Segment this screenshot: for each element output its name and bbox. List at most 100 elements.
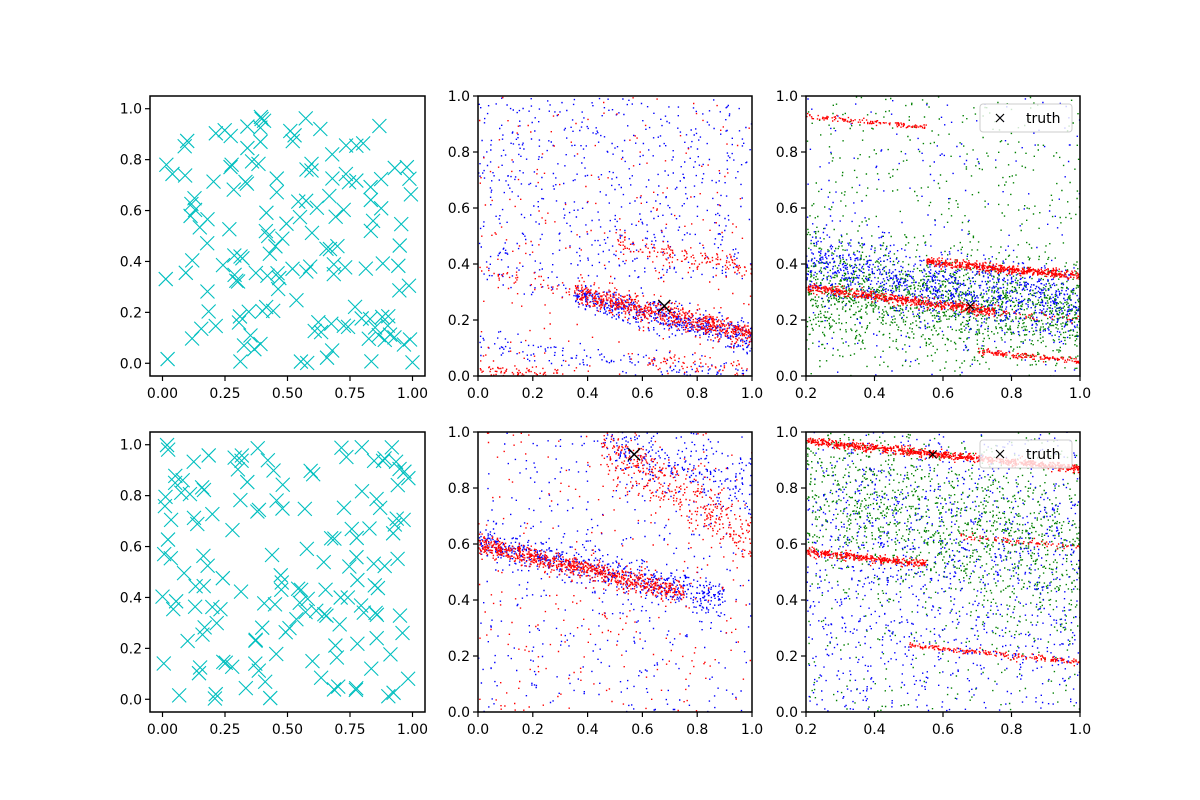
y-tick-label: 1.0 xyxy=(776,89,798,105)
y-tick-label: 0.0 xyxy=(448,369,470,385)
sample-point xyxy=(260,268,275,284)
y-tick-label: 1.0 xyxy=(776,425,798,441)
sample-point xyxy=(402,332,418,347)
sample-point xyxy=(362,311,378,327)
sample-point xyxy=(165,601,181,617)
sample-point xyxy=(240,140,255,156)
sample-point xyxy=(265,303,281,319)
series-blue-points xyxy=(806,98,1080,376)
sample-point xyxy=(305,466,321,482)
sample-point xyxy=(313,670,329,686)
sample-point xyxy=(348,682,364,698)
sample-point xyxy=(192,660,208,675)
sample-point xyxy=(354,439,370,455)
sample-point xyxy=(321,188,337,204)
sample-point xyxy=(233,354,248,369)
sample-point xyxy=(215,654,231,670)
sample-point xyxy=(248,633,263,649)
sample-point xyxy=(204,506,220,522)
x-tick-label: 0.6 xyxy=(631,386,653,402)
legend: truth xyxy=(979,439,1073,469)
sample-point xyxy=(401,470,416,486)
sample-point xyxy=(171,688,187,703)
x-tick-label: 0.4 xyxy=(863,722,885,738)
sample-point xyxy=(336,500,352,516)
y-tick-label: 0.8 xyxy=(776,145,798,161)
y-tick-label: 0.4 xyxy=(448,257,470,273)
sample-point xyxy=(336,202,352,218)
sample-point xyxy=(401,278,417,294)
sample-point xyxy=(278,624,294,640)
sample-point xyxy=(194,479,210,495)
sample-point xyxy=(270,265,285,281)
sample-point xyxy=(289,611,304,627)
sample-point xyxy=(285,261,300,277)
sample-point xyxy=(155,589,170,604)
sample-point xyxy=(196,548,211,564)
sample-point xyxy=(239,176,255,192)
y-tick-label: 0.6 xyxy=(448,201,470,217)
truth-marker xyxy=(928,449,938,459)
sample-point xyxy=(392,608,408,624)
sample-point xyxy=(199,235,215,251)
y-tick-label: 0.2 xyxy=(448,313,470,329)
sample-point xyxy=(285,133,301,149)
sample-point xyxy=(196,578,212,594)
sample-point xyxy=(250,440,266,456)
x-tick-label: 0.2 xyxy=(522,386,544,402)
sample-point xyxy=(303,463,319,479)
sample-point xyxy=(392,238,408,253)
x-tick-label: 0.50 xyxy=(272,386,303,402)
sample-point xyxy=(274,231,290,246)
sample-point xyxy=(160,442,176,458)
sample-point xyxy=(405,354,420,370)
y-tick-label: 1.0 xyxy=(448,89,470,105)
sample-point xyxy=(223,159,238,175)
sample-point xyxy=(356,605,372,620)
y-tick-label: 0.0 xyxy=(120,356,142,372)
sample-point xyxy=(332,616,348,632)
sample-point xyxy=(305,653,320,669)
sample-point xyxy=(396,337,412,352)
sample-point xyxy=(262,246,278,262)
sample-point xyxy=(240,119,255,134)
sample-point xyxy=(259,205,274,221)
plot-area xyxy=(155,437,416,706)
sample-point xyxy=(243,328,258,343)
sample-point xyxy=(380,688,396,704)
sample-point xyxy=(338,138,354,153)
sample-point xyxy=(328,209,344,225)
sample-point xyxy=(333,590,349,605)
sample-point xyxy=(250,504,265,519)
sample-point xyxy=(292,595,308,611)
sample-point xyxy=(188,578,203,594)
panel-row2-col2: 0.0 0.2 0.4 0.6 0.8 1.0 0.0 0.2 0.4 0.6 0.8 1.0 xyxy=(448,425,763,738)
sample-point xyxy=(184,253,200,268)
sample-point xyxy=(293,582,309,598)
sample-point xyxy=(260,452,276,468)
x-tick-label: 0.75 xyxy=(334,722,365,738)
x-tick-label: 0.00 xyxy=(147,386,178,402)
truth-marker xyxy=(657,299,671,313)
sample-point xyxy=(388,454,404,470)
sample-point xyxy=(362,521,377,536)
sample-point xyxy=(390,258,406,274)
sample-point xyxy=(363,661,379,676)
sample-point xyxy=(227,267,242,283)
legend-label: truth xyxy=(1026,447,1060,463)
sample-point xyxy=(340,319,356,335)
sample-point xyxy=(377,558,393,574)
sample-point xyxy=(387,517,403,532)
sample-point xyxy=(156,656,172,671)
y-tick-label: 0.8 xyxy=(448,481,470,497)
sample-point xyxy=(304,163,319,178)
sample-point xyxy=(228,273,244,289)
sample-point xyxy=(341,174,357,190)
sample-point xyxy=(308,603,324,619)
x-tick-label: 0.8 xyxy=(686,386,708,402)
x-tick-label: 1.00 xyxy=(397,386,428,402)
sample-point xyxy=(165,166,180,182)
sample-point xyxy=(193,321,209,337)
